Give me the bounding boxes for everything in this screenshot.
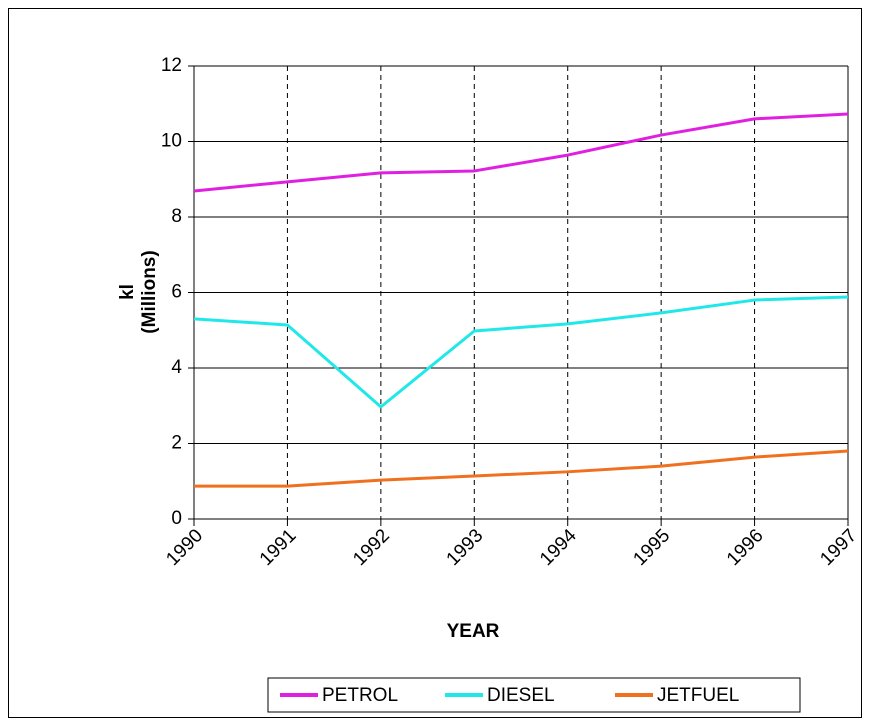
legend-label: PETROL bbox=[322, 685, 398, 706]
series-line bbox=[193, 295, 849, 409]
y-axis-title: kl (Millions) bbox=[117, 250, 160, 333]
y-tick-label: 10 bbox=[161, 131, 182, 152]
y-axis-title-line: kl bbox=[117, 284, 138, 300]
legend-label: DIESEL bbox=[487, 685, 555, 706]
y-tick-label: 8 bbox=[171, 206, 182, 227]
y-tick-label: 4 bbox=[171, 357, 182, 378]
y-axis-title-line: (Millions) bbox=[139, 250, 160, 333]
legend-box bbox=[267, 677, 801, 713]
legend-label: JETFUEL bbox=[657, 685, 739, 706]
series-line bbox=[194, 449, 849, 488]
x-axis-title: YEAR bbox=[447, 621, 500, 642]
y-tick-label: 12 bbox=[161, 55, 182, 76]
series-line bbox=[193, 112, 849, 193]
y-tick-label: 2 bbox=[171, 433, 182, 454]
y-tick-label: 0 bbox=[171, 508, 182, 529]
y-tick-label: 6 bbox=[171, 282, 182, 303]
